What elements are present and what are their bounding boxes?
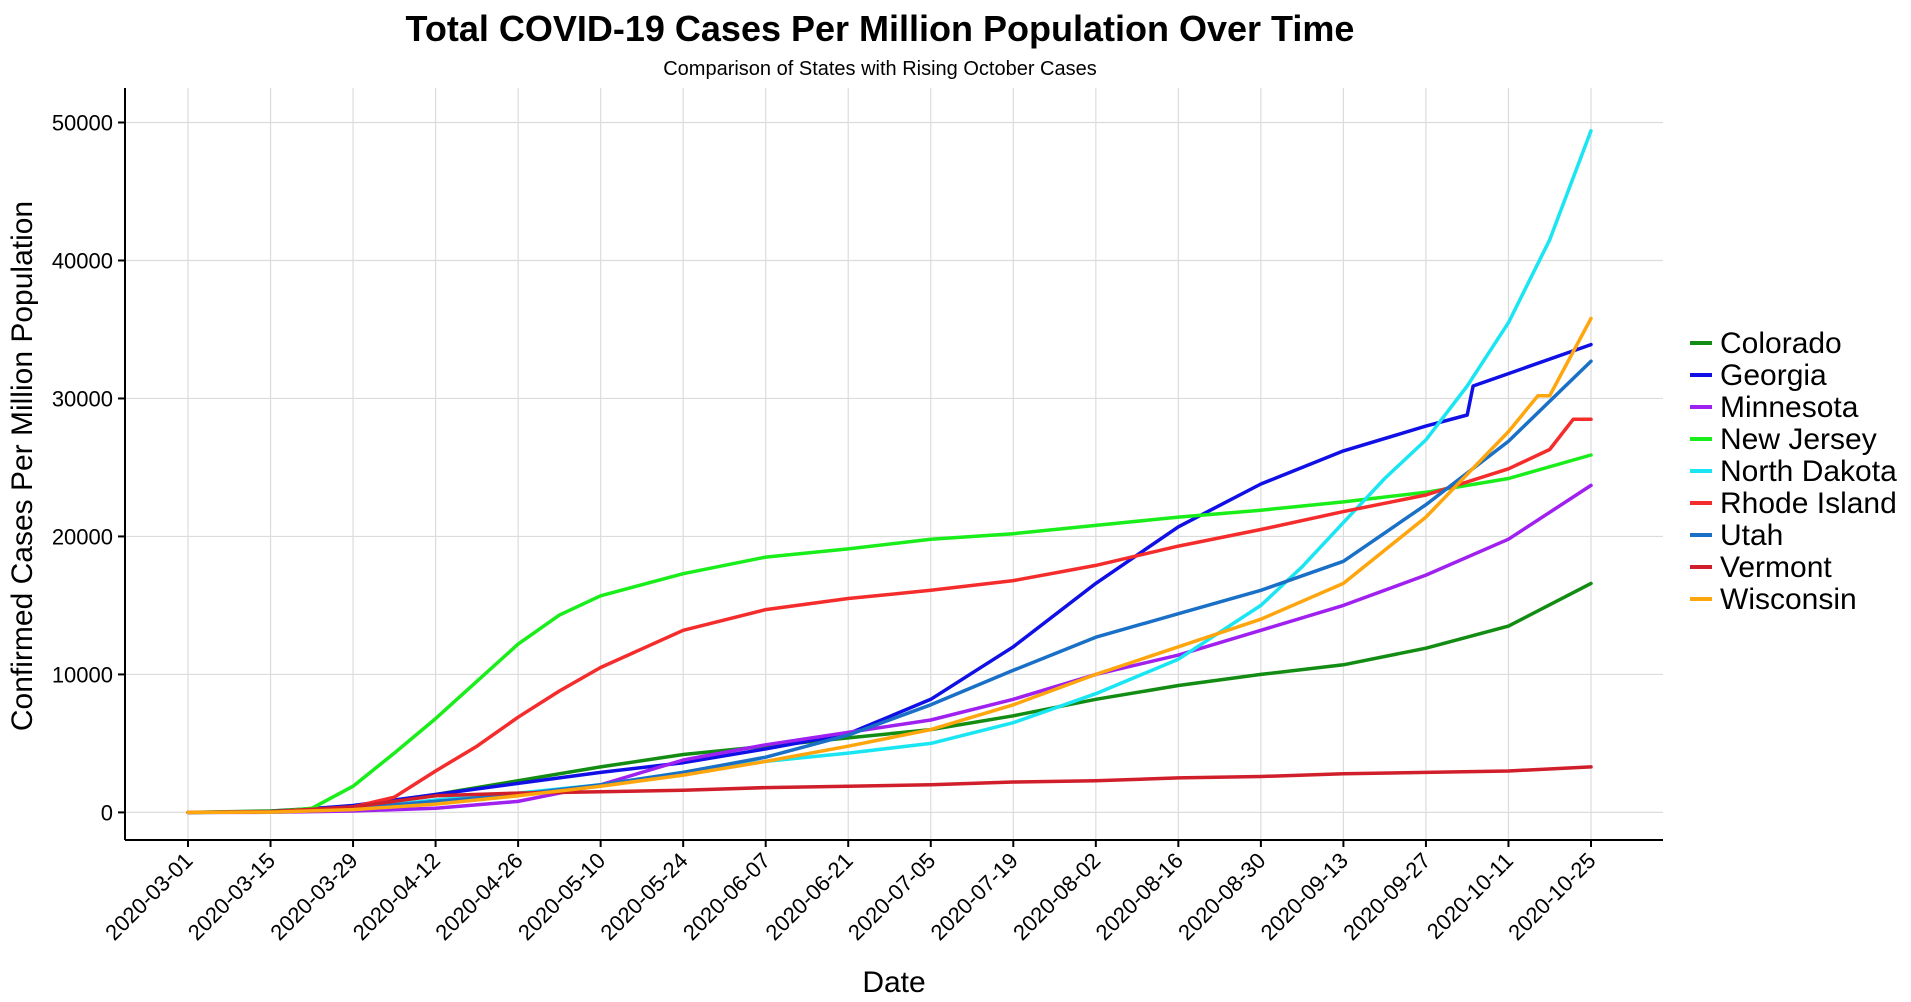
x-tick-label: 2020-05-24 [595, 848, 692, 945]
x-tick-label: 2020-07-19 [926, 848, 1023, 945]
series-line-vermont [186, 765, 1593, 815]
legend-label: New Jersey [1720, 423, 1877, 456]
y-tick-labels: 0 10000 20000 30000 40000 50000 [52, 110, 125, 825]
x-tick-label: 2020-09-13 [1256, 848, 1353, 945]
x-tick-label: 2020-05-10 [513, 848, 610, 945]
x-tick-label: 2020-03-29 [265, 848, 362, 945]
y-axis-title: Confirmed Cases Per Million Population [6, 201, 39, 731]
y-tick-label: 20000 [52, 524, 113, 549]
legend-label: Colorado [1720, 327, 1842, 360]
x-tick-label: 2020-04-12 [348, 848, 445, 945]
x-tick-label: 2020-06-21 [761, 848, 858, 945]
series-line-georgia [186, 342, 1593, 815]
legend-label: Minnesota [1720, 391, 1859, 424]
legend-label: North Dakota [1720, 455, 1897, 488]
series-line-colorado [186, 581, 1593, 815]
chart-title: Total COVID-19 Cases Per Million Populat… [405, 8, 1355, 49]
chart-subtitle: Comparison of States with Rising October… [663, 58, 1097, 80]
x-tick-label: 2020-04-26 [430, 848, 527, 945]
series-line-rhode-island [186, 417, 1593, 815]
x-tick-label: 2020-03-15 [183, 848, 280, 945]
x-axis-title: Date [862, 966, 925, 999]
series-lines [186, 129, 1593, 815]
x-tick-label: 2020-08-16 [1091, 848, 1188, 945]
x-tick-label: 2020-10-11 [1422, 848, 1518, 944]
x-tick-label: 2020-06-07 [678, 848, 775, 945]
x-tick-label: 2020-08-02 [1008, 848, 1105, 945]
series-line-wisconsin [186, 316, 1593, 815]
y-tick-label: 40000 [52, 248, 113, 273]
legend-label: Wisconsin [1720, 583, 1857, 616]
x-tick-label: 2020-08-30 [1173, 848, 1270, 945]
y-tick-label: 30000 [52, 386, 113, 411]
x-tick-label: 2020-10-25 [1503, 848, 1600, 945]
series-line-new-jersey [186, 453, 1593, 815]
series-line-utah [186, 359, 1593, 815]
y-tick-label: 50000 [52, 110, 113, 135]
axes [124, 88, 1663, 841]
legend-label: Georgia [1720, 359, 1827, 392]
y-tick-label: 10000 [52, 662, 113, 687]
x-tick-label: 2020-09-27 [1338, 848, 1435, 945]
grid-lines [125, 88, 1663, 840]
x-tick-labels: 2020-03-012020-03-152020-03-292020-04-12… [100, 840, 1601, 945]
series-line-north-dakota [186, 129, 1593, 815]
legend-label: Vermont [1720, 551, 1832, 584]
series-line-minnesota [186, 483, 1593, 815]
y-tick-label: 0 [101, 800, 113, 825]
x-tick-label: 2020-07-05 [843, 848, 940, 945]
legend-label: Utah [1720, 519, 1783, 552]
legend-label: Rhode Island [1720, 487, 1897, 520]
x-tick-label: 2020-03-01 [100, 848, 197, 945]
